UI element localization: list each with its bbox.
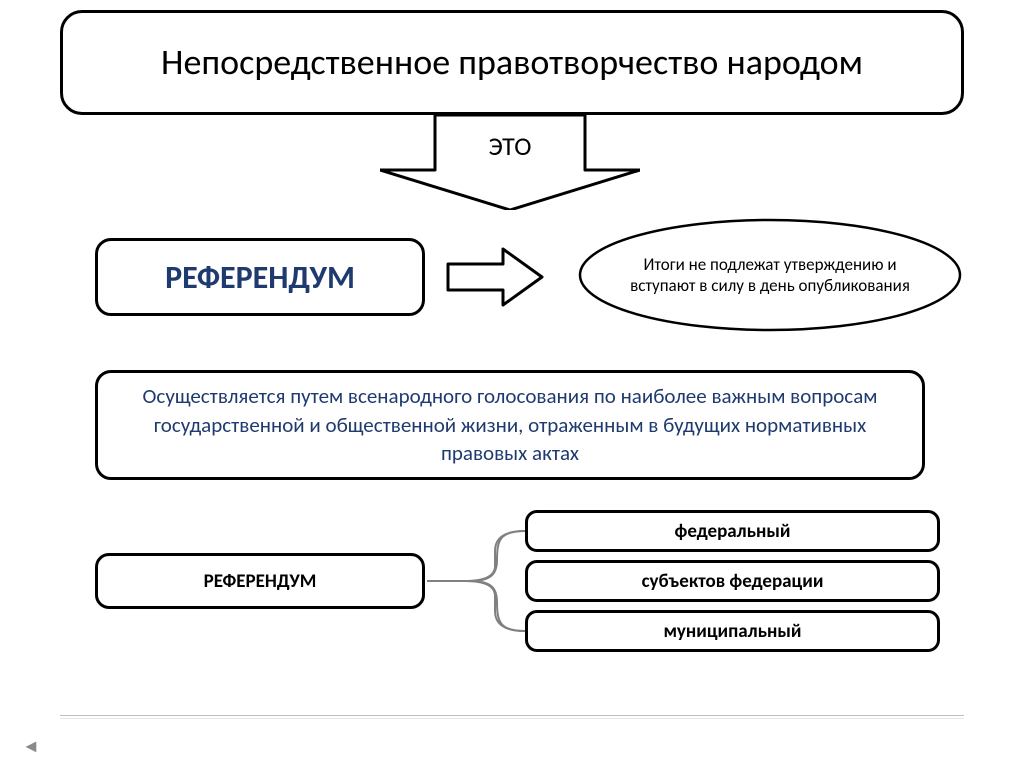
type-label: федеральный	[674, 520, 790, 543]
type-box-federal: федеральный	[525, 510, 940, 552]
bracket-icon	[425, 510, 525, 652]
referendum-types-label: РЕФЕРЕНДУМ	[204, 570, 317, 593]
referendum-types-header: РЕФЕРЕНДУМ	[95, 553, 425, 609]
type-label: субъектов федерации	[642, 570, 824, 593]
ellipse-text: Итоги не подлежат утверждению и вступают…	[620, 254, 920, 297]
connector-label: ЭТО	[440, 130, 580, 162]
bottom-divider	[60, 715, 964, 719]
right-arrow-icon	[445, 246, 545, 308]
type-box-municipal: муниципальный	[525, 610, 940, 652]
description-box: Осуществляется путем всенародного голосо…	[95, 370, 925, 480]
ellipse-note: Итоги не подлежат утверждению и вступают…	[575, 215, 965, 335]
prev-slide-icon[interactable]: ◄	[22, 735, 40, 757]
referendum-label: РЕФЕРЕНДУМ	[165, 258, 355, 297]
title-box: Непосредственное правотворчество народом	[60, 10, 964, 115]
title-text: Непосредственное правотворчество народом	[161, 41, 863, 84]
referendum-box: РЕФЕРЕНДУМ	[95, 238, 425, 316]
type-box-subjects: субъектов федерации	[525, 560, 940, 602]
description-text: Осуществляется путем всенародного голосо…	[128, 382, 892, 467]
type-label: муниципальный	[664, 620, 802, 643]
